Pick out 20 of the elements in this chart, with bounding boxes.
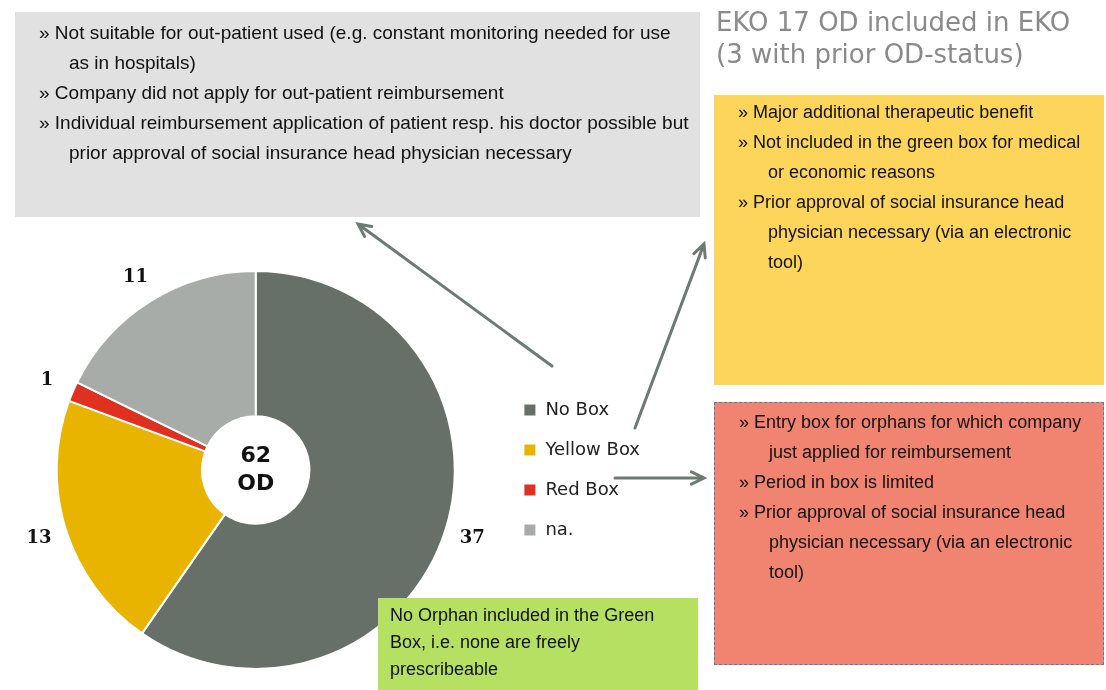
text: 62 OD [237, 441, 275, 495]
text: » Prior approval of social insurance head physician necessary (via an electronic tool) [737, 191, 1073, 274]
legend-label: na. [545, 517, 574, 539]
legend-label: Yellow Box [544, 437, 641, 459]
text: » Major additional therapeutic benefit [737, 101, 1035, 124]
text: » Period in box is limited [738, 471, 936, 494]
text: » Company did not apply for out-patient reimbursement [38, 81, 505, 105]
data-label: 1 [40, 368, 54, 390]
text: » Individual reimbursement application of patient resp. his doctor possible but prior approval of social insurance head physician necessary [38, 111, 690, 165]
data-label: 11 [123, 265, 149, 287]
text: » Entry box for orphans for which company just applied for reimbursement [738, 411, 1083, 464]
text: No Orphan included in the Green Box, i.e. none are freely prescribeable [378, 598, 698, 690]
text: » Not included in the green box for medical or economic reasons [737, 131, 1082, 184]
legend-label: Red Box [545, 477, 620, 499]
text: » Not suitable for out-patient used (e.g. constant monitoring needed for use as in hospitals) [38, 21, 672, 75]
data-label: 13 [26, 525, 52, 547]
text: » Prior approval of social insurance head physician necessary (via an electronic tool) [738, 501, 1074, 584]
text: EKO 17 OD included in EKO (3 with prior OD-status) [716, 6, 1072, 70]
legend-label: No Box [545, 397, 610, 419]
data-label: 37 [459, 525, 485, 547]
